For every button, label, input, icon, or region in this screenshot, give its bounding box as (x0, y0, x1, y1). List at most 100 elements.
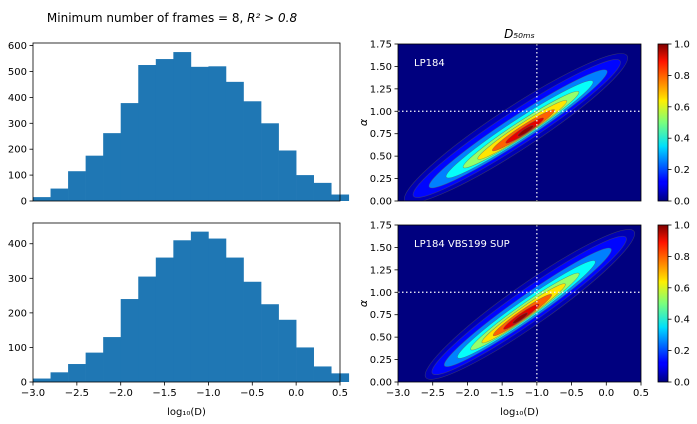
histogram-bar (85, 352, 104, 382)
histogram-bar (313, 182, 332, 201)
histogram-bottom-panel: 0 100 200 300 400 −3.0 −2.5 −2.0 −1.5 −1.0 −0.5 0.0… (8, 222, 350, 418)
x-tick-label: −2.0 (455, 388, 479, 399)
y-tick-label: 100 (8, 171, 27, 182)
y-tick-label: 1.00 (370, 107, 392, 118)
histogram-bar (103, 133, 122, 201)
histogram-bar (296, 347, 314, 382)
histogram-bar (155, 257, 174, 382)
histogram-top-panel: 0 100 200 300 400 500 600 (8, 41, 350, 208)
x-tick-label: −2.5 (421, 388, 445, 399)
histogram-bar (208, 238, 227, 382)
density-contour (512, 312, 528, 324)
histogram-bar (50, 188, 69, 201)
histogram-bar (33, 378, 51, 382)
histogram-bar (33, 197, 51, 201)
colorbar-tick-label: 0.4 (674, 134, 690, 145)
y-tick-label: 0.75 (370, 129, 392, 140)
colorbar-tick-label: 0.2 (674, 346, 690, 357)
y-tick-label: 500 (8, 67, 27, 78)
y-tick-label: 0.00 (370, 378, 392, 389)
histogram-bar (296, 175, 314, 201)
y-tick-label: 400 (8, 93, 27, 104)
histogram-bar (138, 65, 157, 202)
histogram-bar (208, 66, 227, 201)
axes-frame (397, 224, 642, 383)
histogram-bar (190, 231, 209, 382)
y-tick-label: 0.25 (370, 355, 392, 366)
colorbar (657, 224, 669, 383)
density-top-panel: LP184 D₅₀ₘₛ 0.00 0.25 0.50 0.75 1.00 1.25 1.50 1.… (357, 27, 690, 208)
x-tick-label: −0.5 (240, 388, 264, 399)
y-tick-label: 0.25 (370, 174, 392, 185)
colorbar-tick-label: 1.0 (674, 40, 690, 51)
y-tick-label: 600 (8, 41, 27, 52)
y-tick-label: 1.75 (370, 40, 392, 51)
histogram-bar (138, 276, 157, 382)
y-tick-label: 300 (8, 274, 27, 285)
x-tick-label: −1.0 (525, 388, 549, 399)
y-tick-label: 100 (8, 343, 27, 354)
colorbar-tick-label: 0.2 (674, 165, 690, 176)
histogram-bar (120, 103, 139, 201)
x-axis-label: log₁₀(D) (167, 407, 206, 418)
y-axis-label: α (357, 118, 370, 126)
x-tick-label: 0.5 (633, 388, 649, 399)
density-bottom-panel: LP184 VBS199 SUP 0.00 0.25 0.50 0.75 1.00 1.25… (357, 221, 690, 419)
y-tick-label: 0 (21, 378, 27, 389)
colorbar-tick-label: 0.6 (674, 102, 690, 113)
y-tick-label: 1.50 (370, 243, 392, 254)
y-tick-label: 0.50 (370, 333, 392, 344)
y-tick-label: 1.25 (370, 84, 392, 95)
x-tick-label: 0.0 (598, 388, 614, 399)
colorbar-tick-label: 0.0 (674, 378, 690, 389)
x-tick-label: −3.0 (21, 388, 45, 399)
y-tick-label: 200 (8, 308, 27, 319)
density-field (398, 225, 641, 382)
histogram-bar (225, 257, 244, 382)
y-tick-label: 1.75 (370, 221, 392, 232)
y-tick-label: 0.75 (370, 310, 392, 321)
axes-frame (397, 43, 642, 202)
axes-frame (32, 42, 341, 202)
y-tick-label: 1.25 (370, 265, 392, 276)
axes-frame (32, 222, 341, 383)
y-tick-label: 0.00 (370, 197, 392, 208)
histogram-bar (173, 52, 192, 201)
y-tick-label: 1.00 (370, 288, 392, 299)
y-tick-label: 0.50 (370, 152, 392, 163)
histogram-bar (261, 123, 279, 201)
histogram-bar (243, 281, 262, 382)
x-tick-label: −2.0 (109, 388, 133, 399)
x-tick-label: −1.5 (152, 388, 176, 399)
x-tick-label: −1.0 (196, 388, 220, 399)
y-tick-label: 400 (8, 239, 27, 250)
colorbar-tick-label: 0.0 (674, 197, 690, 208)
histogram-bar (50, 372, 69, 382)
panel-annotation: LP184 VBS199 SUP (414, 239, 510, 250)
histogram-bar (278, 319, 297, 382)
y-axis-label: α (357, 299, 370, 307)
x-tick-label: −3.0 (386, 388, 410, 399)
figure-suptitle: Minimum number of frames = 8, R² > 0.8 (47, 11, 298, 25)
y-tick-label: 300 (8, 119, 27, 130)
y-tick-label: 0 (21, 197, 27, 208)
x-tick-label: −2.5 (65, 388, 89, 399)
histogram-bar (85, 155, 104, 201)
x-tick-label: 0.0 (288, 388, 304, 399)
x-tick-label: −0.5 (559, 388, 583, 399)
histogram-bar (155, 59, 174, 201)
colorbar (657, 43, 669, 202)
panel-title: D₅₀ₘₛ (504, 27, 535, 41)
histogram-bar (68, 171, 86, 201)
colorbar-tick-label: 0.8 (674, 252, 690, 263)
density-contour (517, 125, 534, 137)
density-field (398, 44, 641, 201)
histogram-bar (103, 337, 122, 382)
histogram-bar (313, 366, 332, 382)
y-tick-label: 200 (8, 145, 27, 156)
colorbar-tick-label: 0.4 (674, 315, 690, 326)
x-tick-label: −1.5 (490, 388, 514, 399)
histogram-bar (243, 101, 262, 201)
histogram-bar (225, 81, 244, 201)
